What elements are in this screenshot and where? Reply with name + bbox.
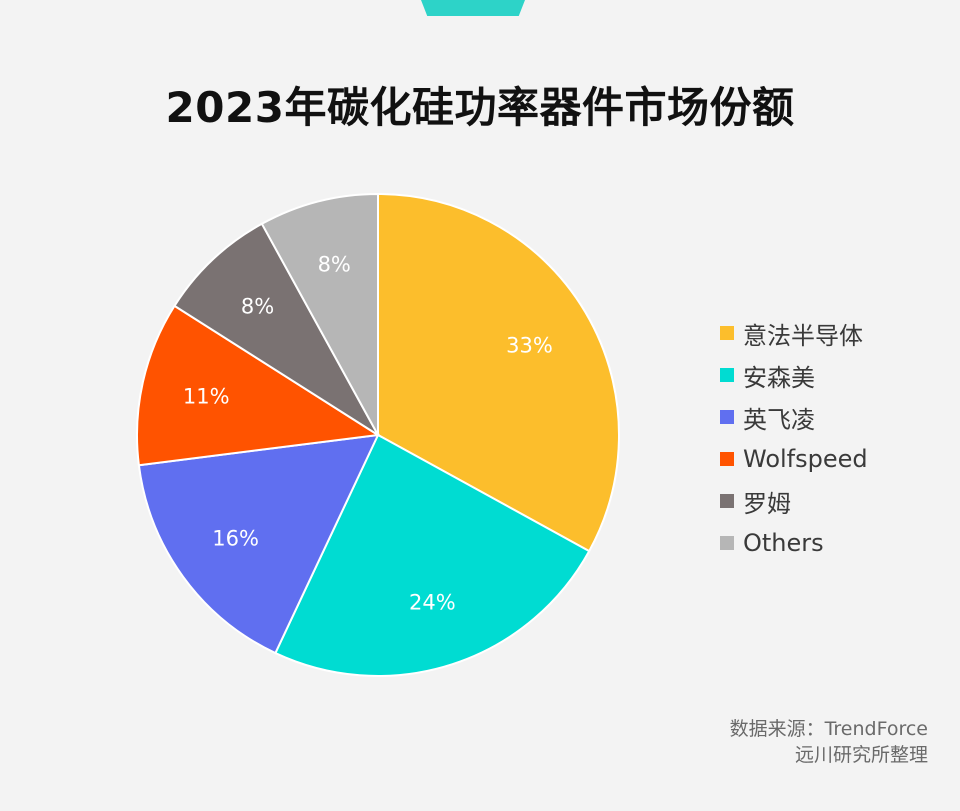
legend-label: Others: [743, 529, 824, 557]
source-note: 数据来源：TrendForce 远川研究所整理: [730, 716, 928, 768]
legend-item: 英飞凌: [720, 396, 868, 438]
legend-label: 意法半导体: [743, 321, 863, 350]
credit-line: 远川研究所整理: [794, 744, 928, 766]
slice-value-label: 11%: [183, 385, 230, 409]
legend-label: 安森美: [743, 363, 815, 392]
legend-item: Others: [720, 522, 868, 564]
source-line: 数据来源：TrendForce: [729, 718, 928, 740]
slice-value-label: 33%: [506, 333, 553, 357]
pie-slice-4: [136, 304, 381, 467]
slice-value-label: 24%: [409, 590, 456, 614]
legend-swatch: [720, 536, 734, 550]
legend-item: Wolfspeed: [720, 438, 868, 480]
legend-swatch: [720, 494, 734, 508]
legend-swatch: [720, 326, 734, 340]
pie-slice-2: [274, 433, 591, 677]
top-accent-tab: [421, 0, 525, 16]
chart-title: 2023年碳化硅功率器件市场份额: [165, 83, 795, 132]
pie-slice-5: [173, 222, 379, 436]
legend-swatch: [720, 452, 734, 466]
slice-value-label: 8%: [318, 253, 351, 277]
slice-value-label: 16%: [212, 526, 259, 550]
slice-value-label: 8%: [241, 295, 274, 319]
legend-item: 安森美: [720, 354, 868, 396]
legend-swatch: [720, 410, 734, 424]
pie-slice-6: [260, 192, 379, 436]
legend-label: Wolfspeed: [743, 445, 868, 473]
legend-item: 罗姆: [720, 480, 868, 522]
legend-label: 英飞凌: [743, 405, 815, 434]
legend-label: 罗姆: [743, 489, 791, 518]
legend-item: 意法半导体: [720, 312, 868, 354]
legend-swatch: [720, 368, 734, 382]
pie-slice-1: [377, 192, 620, 553]
chart-legend: 意法半导体安森美英飞凌 Wolfspeed 罗姆 Others: [720, 312, 868, 564]
pie-slice-3: [137, 433, 380, 655]
